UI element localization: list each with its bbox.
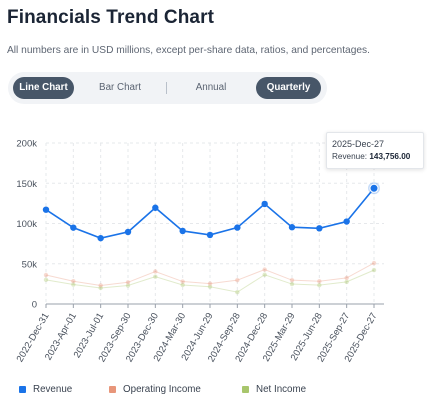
- legend-swatch-net-income: [242, 385, 249, 393]
- page-title: Financials Trend Chart: [7, 7, 215, 28]
- data-point-revenue: [316, 225, 323, 232]
- data-point-net-income: [289, 281, 295, 287]
- data-point-net-income: [262, 272, 267, 277]
- data-point-revenue: [206, 231, 214, 239]
- legend-label-net-income: Net Income: [256, 383, 307, 395]
- line-chart: 050k100k150k200k2022-Dec-312023-Apr-0120…: [15, 139, 384, 364]
- tooltip-value-line: Revenue: 143,756.00: [332, 152, 423, 161]
- bar-chart-toggle[interactable]: Bar Chart: [99, 82, 141, 93]
- data-point-net-income: [344, 279, 349, 285]
- data-point-operating-income: [235, 277, 240, 283]
- quarterly-toggle[interactable]: Quarterly: [256, 77, 321, 99]
- tooltip-date: 2025-Dec-27: [332, 139, 385, 149]
- data-point-net-income: [98, 285, 103, 291]
- chart-toggle-bar: Line Chart Bar Chart Annual Quarterly: [8, 72, 327, 104]
- data-point-operating-income: [344, 275, 349, 281]
- toggle-divider: [166, 82, 167, 94]
- tooltip-metric-label: Revenue:: [332, 152, 368, 161]
- tooltip-metric-value: 143,756.00: [369, 152, 411, 161]
- data-point-net-income: [43, 277, 49, 283]
- legend-item-net-income[interactable]: Net Income: [242, 382, 306, 396]
- data-point-revenue: [70, 224, 77, 231]
- legend-swatch-revenue: [19, 385, 26, 393]
- data-point-operating-income: [289, 277, 295, 283]
- data-point-net-income: [207, 284, 213, 289]
- data-point-revenue: [97, 234, 104, 242]
- y-tick-label: 150k: [16, 179, 37, 190]
- data-point-revenue: [124, 228, 132, 236]
- data-point-net-income: [180, 282, 185, 288]
- series-line-net-income: [45, 269, 375, 293]
- y-tick-label: 0: [32, 300, 37, 311]
- legend-item-operating-income[interactable]: Operating Income: [109, 382, 201, 396]
- data-point-net-income: [371, 267, 377, 273]
- data-point-operating-income: [207, 281, 213, 286]
- series-line-operating-income: [45, 262, 375, 286]
- data-point-operating-income: [262, 267, 267, 272]
- line-chart-toggle[interactable]: Line Chart: [13, 77, 74, 99]
- series-line-revenue: [45, 187, 375, 239]
- legend-label-operating-income: Operating Income: [123, 383, 201, 395]
- data-point-net-income: [153, 274, 158, 279]
- page-subtitle: All numbers are in USD millions, except …: [7, 45, 370, 56]
- data-point-net-income: [317, 282, 322, 288]
- data-point-operating-income: [317, 279, 322, 284]
- highlight-point: [369, 183, 379, 193]
- data-point-revenue: [261, 200, 268, 208]
- legend-item-revenue[interactable]: Revenue: [19, 382, 72, 396]
- chart-tooltip: 2025-Dec-27 Revenue: 143,756.00: [326, 132, 424, 169]
- legend-label-revenue: Revenue: [33, 383, 73, 395]
- data-point-operating-income: [153, 269, 158, 274]
- data-point-revenue: [234, 224, 241, 231]
- annual-toggle[interactable]: Annual: [195, 82, 227, 93]
- data-point-revenue: [179, 227, 186, 235]
- data-point-operating-income: [71, 279, 76, 284]
- data-point-revenue: [343, 218, 350, 225]
- y-tick-label: 200k: [16, 139, 37, 150]
- data-point-operating-income: [180, 279, 185, 284]
- data-point-operating-income: [43, 272, 49, 278]
- data-point-net-income: [125, 283, 131, 288]
- data-point-operating-income: [125, 280, 131, 285]
- data-point-revenue: [42, 206, 50, 213]
- data-point-revenue: [152, 204, 159, 211]
- data-point-net-income: [235, 289, 240, 295]
- data-point-net-income: [71, 282, 76, 287]
- data-point-operating-income: [371, 260, 377, 266]
- legend-swatch-operating-income: [109, 385, 116, 393]
- data-point-operating-income: [98, 283, 103, 288]
- y-tick-label: 100k: [16, 219, 37, 230]
- y-tick-label: 50k: [22, 259, 38, 270]
- data-point-revenue: [288, 224, 296, 231]
